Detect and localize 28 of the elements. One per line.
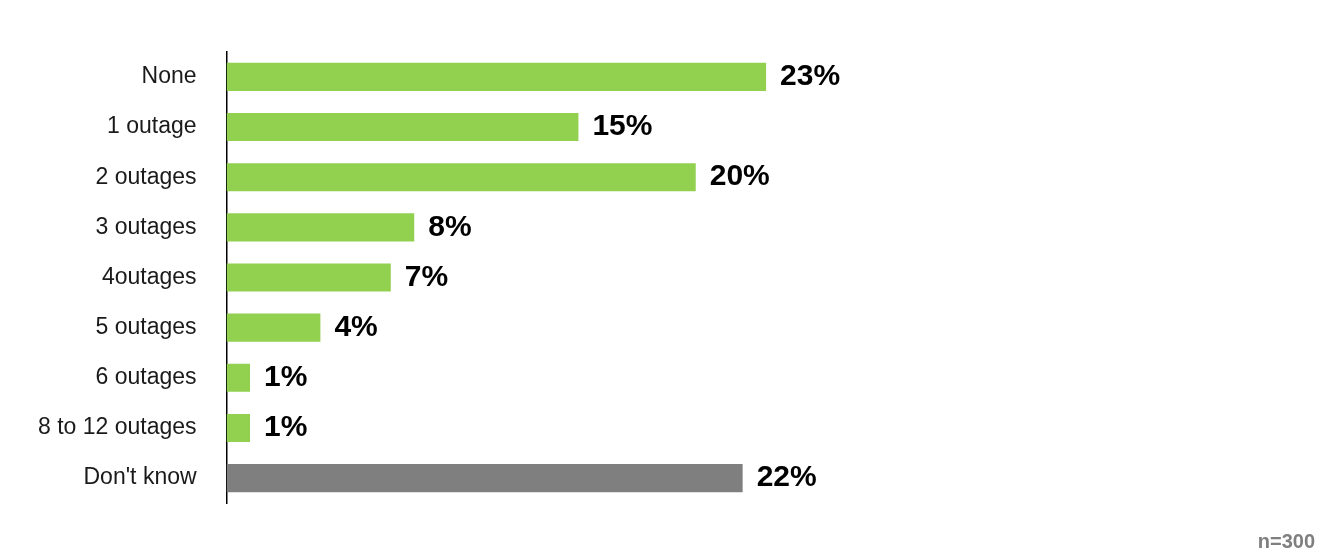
data-label: 1% [264,409,308,443]
y-tick-label: Don't know [83,463,197,490]
data-label: 1% [264,359,308,393]
bar [226,263,391,292]
data-label: 20% [709,158,770,192]
data-label: 22% [756,459,817,493]
y-tick-label: 6 outages [95,363,197,390]
data-label: 8% [428,208,472,242]
y-tick-label: 5 outages [95,313,197,339]
bar [226,62,767,91]
data-label: 4% [334,308,378,342]
y-tick-label: 8 to 12 outages [38,413,197,440]
bar [226,213,415,242]
bar [226,363,251,392]
bar [226,163,696,192]
bar [226,112,579,142]
y-tick-label: 2 outages [95,162,197,189]
y-tick-label: 1 outage [107,112,197,139]
data-label: 23% [780,58,841,92]
data-label: 7% [404,258,449,292]
bar [226,413,251,443]
bar [226,313,321,342]
text: n=300 [1257,530,1315,553]
bar [226,464,743,493]
y-tick-label: None [141,62,197,89]
data-label: 15% [592,108,653,142]
y-tick-label: 4outages [101,262,197,289]
y-tick-label: 3 outages [95,212,197,239]
